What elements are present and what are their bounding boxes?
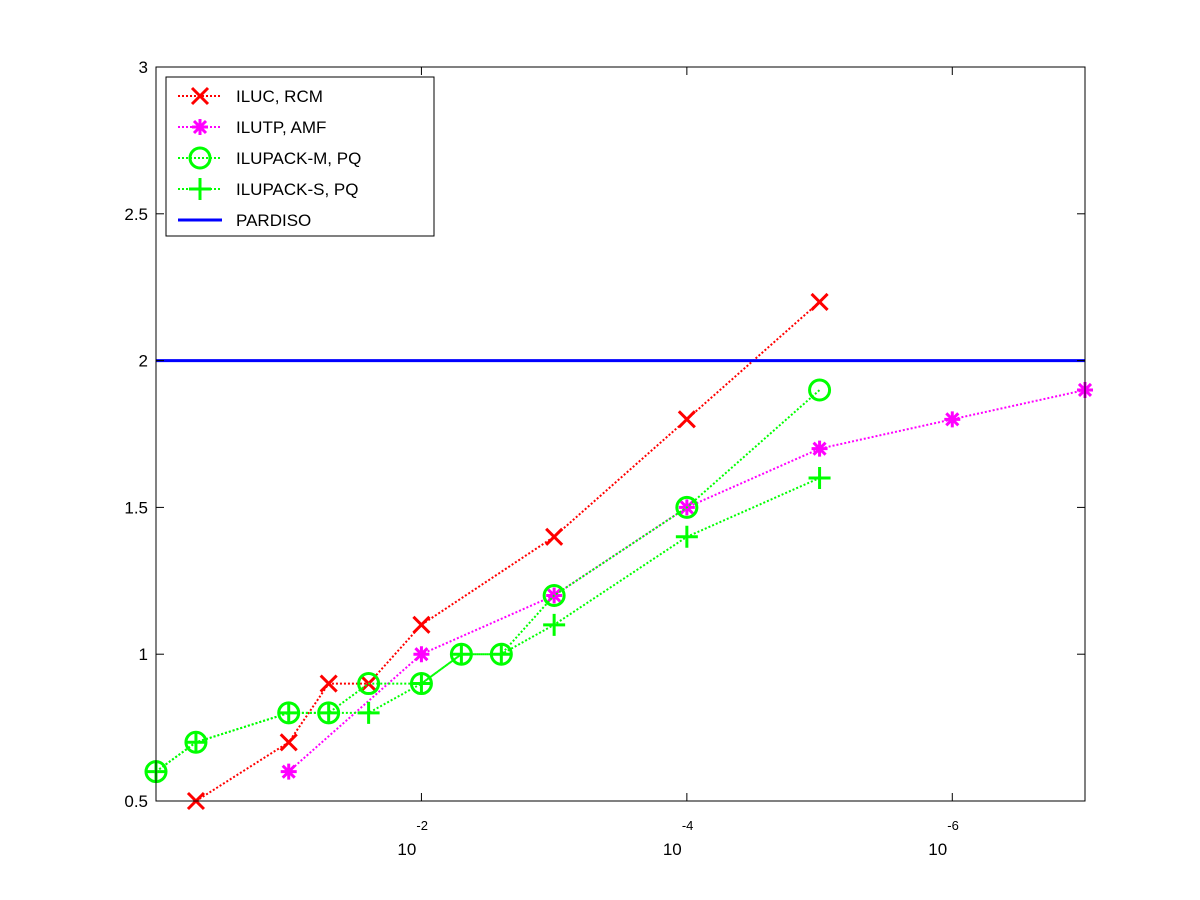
data-point [808, 467, 831, 490]
y-tick-label: 1 [139, 645, 148, 664]
legend-entry-4: PARDISO [178, 211, 311, 230]
data-point [413, 646, 430, 663]
x-tick-label-exponent: -6 [947, 818, 959, 833]
legend-marker [192, 119, 208, 135]
data-point [545, 527, 564, 546]
plot-frame [155, 66, 1086, 802]
data-point [357, 672, 381, 696]
data-point [357, 701, 380, 724]
legend-label: ILUPACK-S, PQ [236, 180, 359, 199]
data-point [280, 763, 297, 780]
data-point [490, 643, 513, 666]
series-line [195, 301, 821, 802]
data-point [675, 525, 698, 548]
data-point [317, 701, 340, 724]
data-point [542, 583, 566, 607]
x-tick-label-exponent: -4 [682, 818, 694, 833]
data-point [412, 615, 431, 634]
data-point [811, 440, 828, 457]
legend-marker [188, 146, 212, 170]
data-point [808, 378, 832, 402]
series-layer [144, 292, 1093, 811]
data-point [944, 411, 961, 428]
data-point [810, 292, 829, 311]
legend: ILUC, RCM ILUTP, AMF ILUPACK-M, PQ ILUPACK-… [165, 76, 435, 237]
data-point [450, 643, 473, 666]
y-tick-label: 0.5 [124, 792, 148, 811]
legend-label: PARDISO [236, 211, 311, 230]
x-tick-label-base: 10 [663, 840, 682, 859]
legend-entry-3: ILUPACK-S, PQ [178, 178, 359, 200]
data-point [543, 613, 566, 636]
x-tick-label-exponent: -2 [416, 818, 428, 833]
legend-label: ILUTP, AMF [236, 118, 326, 137]
data-point [677, 410, 696, 429]
data-point [675, 495, 699, 519]
x-tick-label-base: 10 [928, 840, 947, 859]
legend-label: ILUPACK-M, PQ [236, 149, 361, 168]
y-tick-label: 2.5 [124, 205, 148, 224]
data-point [277, 701, 300, 724]
data-point [279, 733, 298, 752]
y-tick-label: 3 [139, 58, 148, 77]
legend-label: ILUC, RCM [236, 87, 323, 106]
legend-entry-2: ILUPACK-M, PQ [178, 146, 361, 170]
data-point [319, 674, 338, 693]
data-point [410, 672, 433, 695]
legend-marker [190, 86, 210, 106]
legend-marker [189, 178, 211, 200]
legend-entry-0: ILUC, RCM [178, 86, 323, 106]
legend-entry-1: ILUTP, AMF [178, 118, 326, 137]
x-tick-label-base: 10 [397, 840, 416, 859]
data-point [184, 731, 207, 754]
series-3 [145, 467, 831, 783]
y-tick-label: 1.5 [124, 498, 148, 517]
y-tick-label: 2 [139, 352, 148, 371]
